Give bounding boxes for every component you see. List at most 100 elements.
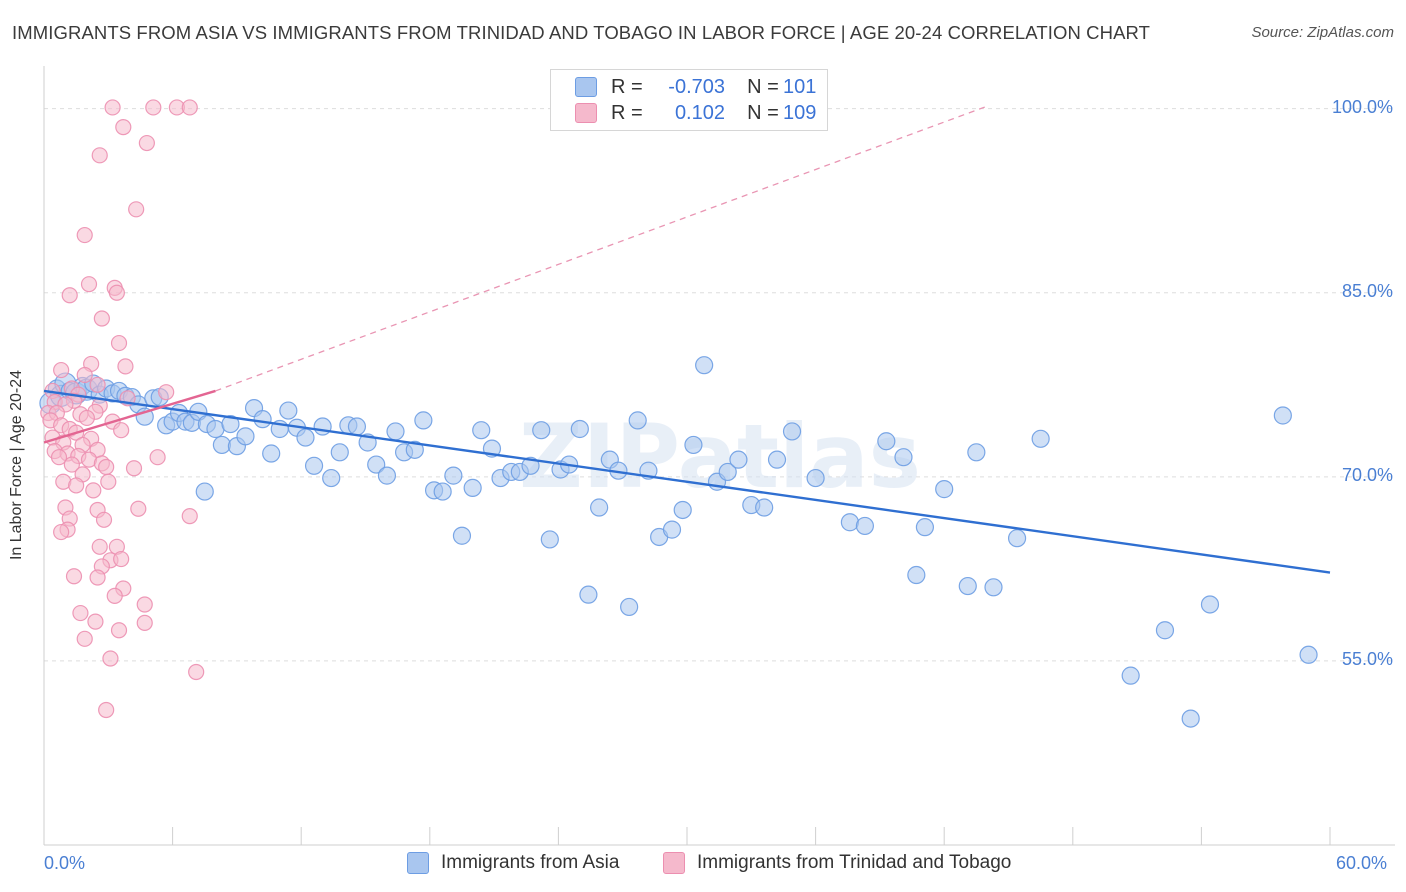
bottom-legend-swatch-asia: [407, 852, 429, 874]
asia-point: [313, 417, 332, 436]
asia-point: [877, 432, 896, 451]
asia-point: [1007, 529, 1027, 548]
asia-point: [540, 530, 559, 549]
asia-point: [414, 411, 433, 430]
asia-point: [296, 428, 315, 447]
trinidad-point: [68, 477, 85, 494]
asia-point: [1031, 429, 1050, 448]
trinidad-point: [104, 99, 121, 116]
asia-point: [729, 450, 748, 469]
y-tick-label: 100.0%: [1331, 96, 1393, 117]
trinidad-point: [110, 622, 128, 639]
asia-point: [195, 482, 214, 501]
asia-point: [662, 520, 682, 539]
trinidad-point: [188, 663, 205, 681]
asia-point: [967, 443, 986, 462]
trinidad-point: [53, 361, 70, 379]
asia-point: [695, 356, 714, 375]
asia-point: [806, 468, 825, 488]
asia-point: [958, 576, 977, 596]
trinidad-point: [130, 500, 147, 517]
asia-point: [236, 427, 255, 446]
legend-row-asia: R = -0.703 N = 101: [575, 75, 816, 99]
asia-point: [684, 435, 703, 455]
trinidad-point: [106, 587, 123, 604]
watermark: ZIPatlas: [519, 405, 921, 508]
trinidad-point: [87, 613, 104, 630]
asia-point: [718, 462, 737, 482]
trinidad-point: [76, 366, 93, 384]
asia-point: [452, 526, 472, 545]
trinidad-point: [65, 568, 83, 585]
legend-r-value: -0.703: [668, 75, 725, 98]
trinidad-point: [108, 284, 125, 301]
trinidad-point: [158, 384, 175, 401]
trinidad-point: [98, 701, 115, 719]
asia-point: [304, 456, 324, 475]
asia-point: [322, 468, 341, 488]
asia-point: [521, 456, 540, 475]
trinidad-point: [72, 604, 89, 622]
trinidad-point: [115, 118, 132, 136]
x-tick-label-max: 60.0%: [1336, 853, 1388, 873]
trinidad-trend-extension: [215, 105, 988, 392]
asia-point: [253, 410, 272, 429]
trinidad-point: [100, 473, 117, 490]
asia-point: [206, 419, 225, 439]
trinidad-points: [40, 99, 205, 719]
asia-point: [579, 585, 598, 604]
legend: R = -0.703 N = 101 R = 0.102 N = 109: [550, 69, 828, 131]
legend-row-trinidad: R = 0.102 N = 109: [575, 101, 816, 125]
y-tick-label: 70.0%: [1341, 464, 1393, 485]
legend-r-value: 0.102: [674, 101, 725, 124]
asia-point: [433, 482, 452, 501]
asia-point: [386, 422, 405, 441]
y-tick-label: 85.0%: [1341, 280, 1393, 301]
asia-point: [212, 435, 231, 455]
trinidad-trend-line: [43, 389, 216, 444]
asia-point: [767, 450, 787, 469]
bottom-legend-asia: Immigrants from Asia: [407, 852, 619, 874]
asia-point: [590, 498, 609, 517]
y-axis-label: In Labor Force | Age 20-24: [8, 369, 25, 561]
trinidad-point: [95, 511, 113, 528]
trinidad-point: [128, 201, 145, 218]
asia-point: [532, 421, 551, 440]
bottom-legend-trinidad: Immigrants from Trinidad and Tobago: [663, 852, 1011, 874]
trinidad-point: [102, 650, 119, 667]
trinidad-point: [113, 550, 130, 568]
trinidad-point: [125, 460, 143, 477]
asia-point: [935, 480, 954, 499]
x-tick-label-min: 0.0%: [44, 853, 86, 873]
trinidad-point: [149, 449, 166, 466]
asia-point: [1155, 621, 1175, 640]
asia-point: [330, 443, 349, 462]
asia-point: [915, 518, 935, 537]
trinidad-point: [110, 334, 128, 352]
trinidad-point: [136, 614, 153, 631]
trinidad-point: [85, 482, 102, 499]
asia-point: [279, 401, 298, 420]
asia-point: [894, 448, 913, 467]
asia-point: [463, 478, 482, 497]
legend-swatch-asia: [575, 77, 597, 97]
asia-point: [1200, 595, 1220, 614]
asia-point: [840, 513, 859, 532]
legend-n-value: 101: [783, 75, 817, 98]
trinidad-point: [181, 99, 198, 116]
legend-r-label: R =: [611, 75, 643, 98]
trinidad-point: [80, 276, 98, 293]
asia-trend-line: [43, 389, 1331, 574]
asia-point: [782, 422, 802, 441]
asia-point: [673, 500, 692, 520]
legend-n-value: 109: [783, 101, 817, 124]
y-tick-label: 55.0%: [1341, 648, 1393, 669]
asia-point: [262, 444, 281, 463]
trinidad-point: [145, 99, 162, 116]
legend-n-label: N =: [747, 101, 779, 124]
trinidad-point: [50, 449, 68, 466]
trinidad-point: [76, 630, 93, 647]
trinidad-point: [53, 523, 70, 541]
legend-swatch-trinidad: [575, 103, 597, 123]
